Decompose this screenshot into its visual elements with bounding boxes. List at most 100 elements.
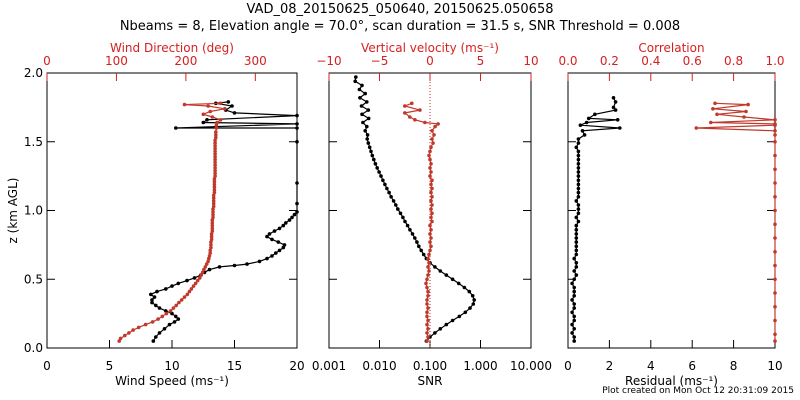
data-point <box>426 318 430 323</box>
series-line <box>571 97 620 342</box>
data-point <box>185 292 190 297</box>
data-point <box>191 284 196 288</box>
data-point <box>615 118 620 122</box>
data-point <box>438 269 443 273</box>
data-point <box>381 178 385 183</box>
data-point <box>773 305 777 309</box>
data-point <box>462 285 467 290</box>
data-point <box>576 203 581 207</box>
top-tick-label: 0.6 <box>683 54 702 68</box>
data-point <box>576 170 581 174</box>
data-point <box>205 118 209 122</box>
data-point <box>426 306 430 310</box>
x-axis-label: Wind Speed (ms⁻¹) <box>115 374 229 388</box>
data-point <box>155 289 159 294</box>
data-point <box>276 240 281 244</box>
data-point <box>426 327 430 331</box>
data-point <box>200 270 205 275</box>
data-point <box>773 153 777 158</box>
x-tick-label: 1.000 <box>463 359 497 373</box>
data-point <box>213 149 217 154</box>
data-point <box>366 141 371 145</box>
data-point <box>209 237 214 242</box>
series-line <box>118 102 225 342</box>
data-point <box>168 309 173 313</box>
data-point <box>375 166 380 170</box>
plot-frame <box>567 72 776 349</box>
data-point <box>425 285 429 290</box>
data-point <box>245 262 249 266</box>
data-point <box>295 140 299 144</box>
data-point <box>408 115 412 119</box>
data-point <box>582 133 587 137</box>
data-point <box>433 124 437 129</box>
data-point <box>574 232 579 236</box>
data-point <box>572 256 576 261</box>
data-point <box>574 223 579 228</box>
data-point <box>353 79 358 84</box>
x-tick-label: 5 <box>106 359 114 373</box>
data-point <box>212 177 217 181</box>
data-point <box>574 244 579 249</box>
data-point <box>570 331 574 335</box>
data-point <box>742 115 746 119</box>
x-axis-label: SNR <box>418 374 443 388</box>
data-point <box>715 112 719 117</box>
data-point <box>425 277 429 282</box>
top-tick-label: 0.2 <box>600 54 619 68</box>
data-point <box>177 300 181 305</box>
top-tick-label: 0 <box>43 54 51 68</box>
data-point <box>281 245 286 250</box>
data-point <box>208 251 212 255</box>
x-tick-label: 0 <box>564 359 572 373</box>
data-point <box>467 289 472 294</box>
data-point <box>195 278 200 283</box>
x-tick-label: 2 <box>606 359 614 373</box>
data-point <box>574 145 579 150</box>
data-point <box>206 104 210 108</box>
data-point <box>576 182 581 187</box>
data-point <box>456 281 461 286</box>
data-point <box>211 193 216 198</box>
data-point <box>295 122 299 126</box>
data-point <box>363 129 368 133</box>
data-point <box>405 223 410 228</box>
data-point <box>450 318 455 323</box>
top-tick-label: −10 <box>316 54 341 68</box>
data-point <box>212 190 217 195</box>
data-point <box>425 302 429 306</box>
data-point <box>199 273 203 277</box>
data-point <box>773 332 777 337</box>
data-point <box>213 144 217 148</box>
data-point <box>172 320 177 324</box>
data-point <box>471 302 476 306</box>
data-point <box>572 306 576 310</box>
data-point <box>586 116 591 121</box>
data-point <box>272 229 277 233</box>
data-point <box>713 101 717 106</box>
data-point <box>429 145 433 150</box>
top-tick-label: −5 <box>371 54 389 68</box>
data-point <box>433 331 437 335</box>
data-point <box>167 322 172 327</box>
data-point <box>428 248 432 253</box>
data-point <box>773 263 777 268</box>
data-point <box>572 285 576 290</box>
top-axis-label: Wind Direction (deg) <box>110 41 234 55</box>
data-point <box>428 174 432 178</box>
data-point <box>429 199 433 203</box>
data-point <box>201 112 206 117</box>
data-point <box>357 87 362 92</box>
data-point <box>210 226 215 231</box>
data-point <box>570 310 574 315</box>
plot-timestamp: Plot created on Mon Oct 12 20:31:09 2015 <box>602 386 794 396</box>
data-point <box>570 298 574 302</box>
data-point <box>257 259 262 264</box>
data-point <box>470 294 475 298</box>
data-point <box>210 221 215 225</box>
data-point <box>189 287 194 291</box>
data-point <box>427 261 431 265</box>
data-point <box>204 262 209 266</box>
data-point <box>118 336 123 341</box>
data-point <box>230 104 234 108</box>
